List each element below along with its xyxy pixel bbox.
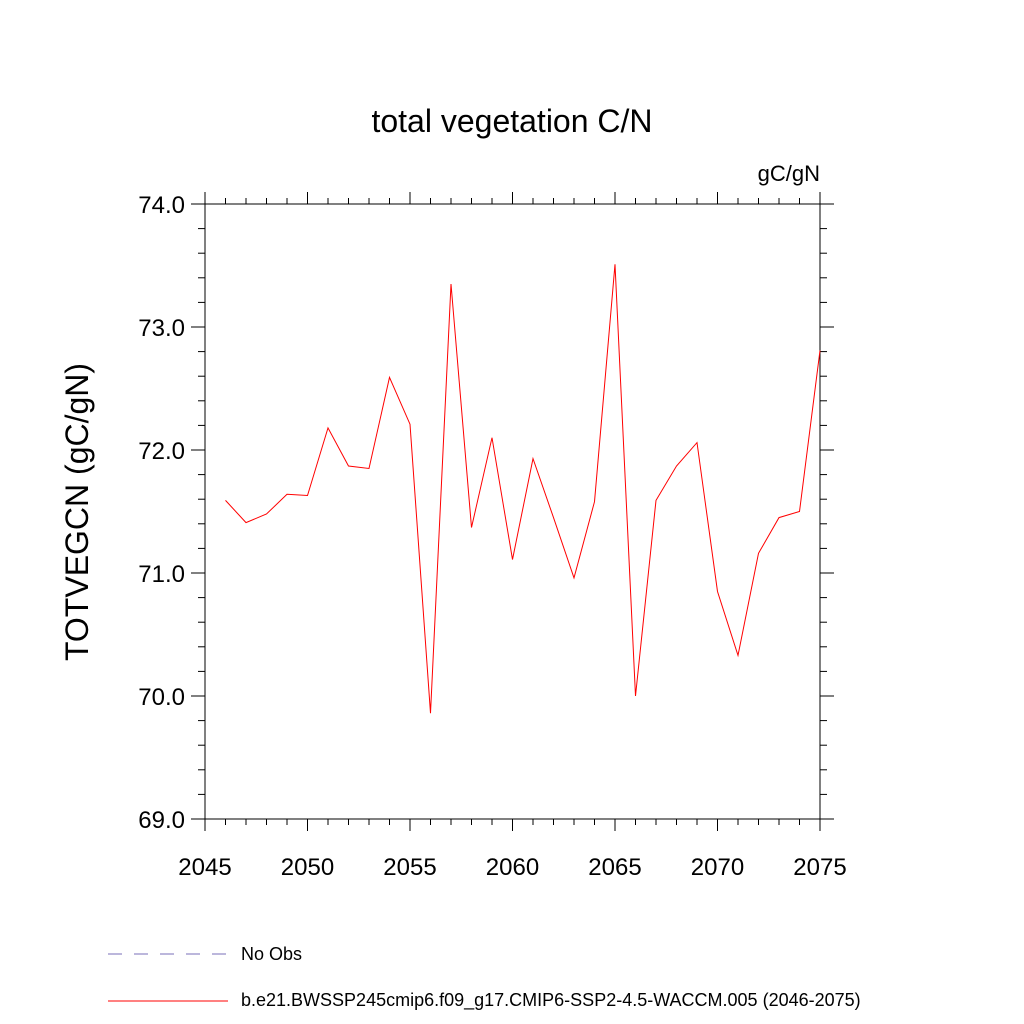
x-tick-label: 2065 (588, 854, 641, 881)
x-tick-label: 2045 (178, 854, 231, 881)
x-tick-label: 2050 (281, 854, 334, 881)
series-line-model-run (225, 264, 821, 714)
y-tick-label: 73.0 (138, 315, 185, 342)
axes (204, 203, 821, 820)
series-group (225, 264, 821, 714)
y-tick-label: 72.0 (138, 438, 185, 465)
x-ticks: 2045 2050 2055 2060 2065 2070 2075 (178, 192, 847, 881)
legend-label-model-run: b.e21.BWSSP245cmip6.f09_g17.CMIP6-SSP2-4… (241, 990, 861, 1011)
y-tick-label: 74.0 (138, 192, 185, 219)
legend-label-no-obs: No Obs (241, 944, 302, 964)
x-tick-label: 2075 (793, 854, 846, 881)
plot-frame (204, 203, 821, 820)
y-tick-label: 69.0 (138, 807, 185, 834)
y-axis-title: TOTVEGCN (gC/gN) (59, 363, 95, 661)
y-tick-label: 70.0 (138, 684, 185, 711)
y-tick-label: 71.0 (138, 561, 185, 588)
y-ticks: 69.0 70.0 71.0 72.0 73.0 74.0 (138, 192, 834, 834)
units-label: gC/gN (758, 161, 820, 186)
x-tick-label: 2070 (691, 854, 744, 881)
legend: No Obs b.e21.BWSSP245cmip6.f09_g17.CMIP6… (108, 944, 861, 1011)
chart-title: total vegetation C/N (371, 103, 652, 139)
x-tick-label: 2060 (486, 854, 539, 881)
x-tick-label: 2055 (383, 854, 436, 881)
